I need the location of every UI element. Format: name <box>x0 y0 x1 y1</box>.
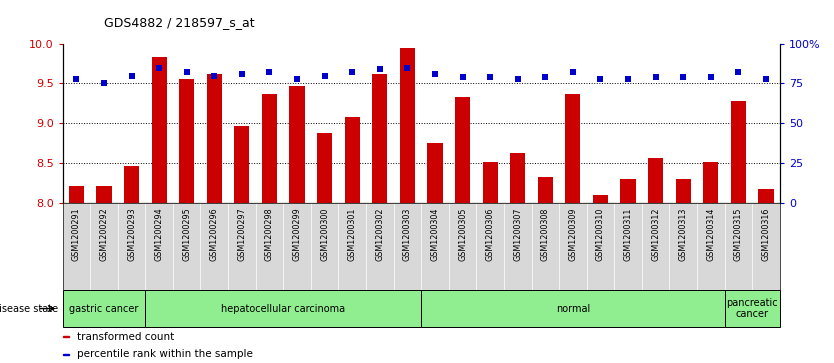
Bar <box>68 186 84 203</box>
Bar <box>124 166 139 203</box>
Point <box>180 69 193 75</box>
Point <box>153 65 166 70</box>
Text: GSM1200315: GSM1200315 <box>734 208 743 261</box>
Text: GSM1200307: GSM1200307 <box>513 208 522 261</box>
Bar <box>63 354 69 355</box>
Bar <box>262 94 277 203</box>
Bar <box>344 117 359 203</box>
Point <box>704 74 717 80</box>
Text: GSM1200304: GSM1200304 <box>430 208 440 261</box>
Point <box>70 76 83 82</box>
Bar <box>455 97 470 203</box>
Point <box>456 74 470 80</box>
Text: GSM1200305: GSM1200305 <box>458 208 467 261</box>
Text: GSM1200299: GSM1200299 <box>293 208 302 261</box>
Point <box>484 74 497 80</box>
Text: GSM1200291: GSM1200291 <box>72 208 81 261</box>
Point <box>125 73 138 78</box>
Point <box>98 81 111 86</box>
Point <box>345 69 359 75</box>
Point <box>263 69 276 75</box>
Text: GSM1200292: GSM1200292 <box>99 208 108 261</box>
Bar <box>725 290 780 327</box>
Text: GSM1200314: GSM1200314 <box>706 208 716 261</box>
Bar <box>399 48 415 203</box>
Bar <box>152 57 167 203</box>
Bar <box>538 177 553 203</box>
Point <box>400 65 414 70</box>
Text: GSM1200298: GSM1200298 <box>265 208 274 261</box>
Bar <box>179 79 194 203</box>
Bar <box>593 195 608 203</box>
Point <box>318 73 331 78</box>
Text: GSM1200308: GSM1200308 <box>540 208 550 261</box>
Bar <box>676 179 691 203</box>
Text: percentile rank within the sample: percentile rank within the sample <box>77 349 253 359</box>
Point <box>429 71 442 77</box>
Text: transformed count: transformed count <box>77 332 174 342</box>
Text: GSM1200295: GSM1200295 <box>182 208 191 261</box>
Bar <box>483 162 498 203</box>
Point <box>566 69 580 75</box>
Text: disease state: disease state <box>0 303 58 314</box>
Point <box>649 74 662 80</box>
Bar <box>145 290 421 327</box>
Bar <box>207 74 222 203</box>
Text: GSM1200309: GSM1200309 <box>569 208 577 261</box>
Bar <box>372 74 387 203</box>
Text: hepatocellular carcinoma: hepatocellular carcinoma <box>221 303 345 314</box>
Text: GSM1200303: GSM1200303 <box>403 208 412 261</box>
Text: GSM1200316: GSM1200316 <box>761 208 771 261</box>
Bar <box>731 101 746 203</box>
Text: GSM1200297: GSM1200297 <box>238 208 246 261</box>
Bar <box>758 189 774 203</box>
Text: GSM1200302: GSM1200302 <box>375 208 384 261</box>
Bar <box>565 94 580 203</box>
Bar <box>289 86 304 203</box>
Text: GSM1200311: GSM1200311 <box>624 208 632 261</box>
Text: normal: normal <box>555 303 590 314</box>
Bar <box>510 153 525 203</box>
Bar <box>421 290 725 327</box>
Text: GSM1200312: GSM1200312 <box>651 208 661 261</box>
Text: GSM1200310: GSM1200310 <box>596 208 605 261</box>
Text: GSM1200296: GSM1200296 <box>210 208 219 261</box>
Text: GSM1200300: GSM1200300 <box>320 208 329 261</box>
Point <box>235 71 249 77</box>
Point <box>373 66 386 72</box>
Text: GSM1200293: GSM1200293 <box>127 208 136 261</box>
Point <box>594 76 607 82</box>
Text: gastric cancer: gastric cancer <box>69 303 138 314</box>
Bar <box>234 126 249 203</box>
Bar <box>648 158 663 203</box>
Text: pancreatic
cancer: pancreatic cancer <box>726 298 778 319</box>
Point <box>759 76 772 82</box>
Text: GSM1200306: GSM1200306 <box>485 208 495 261</box>
Point <box>539 74 552 80</box>
Bar <box>317 133 332 203</box>
Point <box>731 69 745 75</box>
Bar <box>427 143 443 203</box>
Bar <box>63 290 145 327</box>
Point <box>676 74 690 80</box>
Point <box>511 76 525 82</box>
Bar <box>703 162 718 203</box>
Text: GSM1200301: GSM1200301 <box>348 208 357 261</box>
Bar <box>620 179 636 203</box>
Text: GSM1200313: GSM1200313 <box>679 208 688 261</box>
Text: GDS4882 / 218597_s_at: GDS4882 / 218597_s_at <box>104 16 255 29</box>
Point <box>290 76 304 82</box>
Bar <box>97 186 112 203</box>
Point <box>208 73 221 78</box>
Point <box>621 76 635 82</box>
Text: GSM1200294: GSM1200294 <box>154 208 163 261</box>
